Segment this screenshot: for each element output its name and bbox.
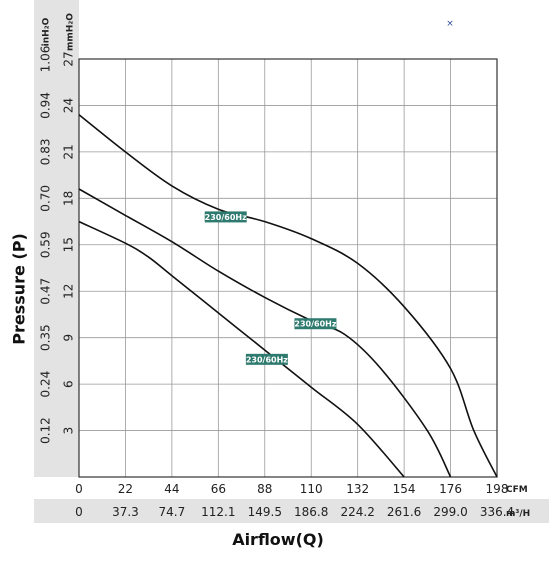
x-tick-label-cfm: 66 <box>211 482 226 496</box>
x-tick-label-m3h: 74.7 <box>159 505 186 519</box>
x-tick-label-cfm: 44 <box>164 482 179 496</box>
x-tick-label-m3h: 336.4 <box>480 505 514 519</box>
x-axis-title: Airflow(Q) <box>232 530 324 549</box>
series-line-2 <box>78 188 452 478</box>
y-tick-label-mmh2o: 21 <box>62 144 76 159</box>
y-tick-label-mmh2o: 15 <box>62 237 76 252</box>
y-unit-mmh2o: mmH₂O <box>66 13 76 51</box>
series-label-2: 230/60Hz <box>294 320 336 329</box>
series-label-1: 230/60Hz <box>205 213 247 222</box>
y-tick-label-inh2o: 1.06 <box>39 46 53 73</box>
x-tick-label-m3h: 37.3 <box>112 505 139 519</box>
x-tick-label-cfm: 88 <box>257 482 272 496</box>
x-tick-label-m3h: 224.2 <box>340 505 374 519</box>
y-axis-title: Pressure (P) <box>10 233 29 345</box>
x-tick-label-m3h: 0 <box>75 505 83 519</box>
x-tick-label-m3h: 261.6 <box>387 505 421 519</box>
y-tick-label-mmh2o: 6 <box>62 380 76 388</box>
x-tick-label-m3h: 186.8 <box>294 505 328 519</box>
y-unit-inh2o: inH₂O <box>42 17 52 46</box>
y-tick-label-mmh2o: 24 <box>62 98 76 113</box>
y-tick-label-inh2o: 0.59 <box>39 231 53 258</box>
x-tick-label-cfm: 110 <box>300 482 323 496</box>
x-tick-label-cfm: 176 <box>439 482 462 496</box>
y-tick-label-mmh2o: 9 <box>62 334 76 342</box>
y-tick-label-inh2o: 0.83 <box>39 139 53 166</box>
x-tick-label-m3h: 149.5 <box>248 505 282 519</box>
y-tick-label-inh2o: 0.24 <box>39 371 53 398</box>
y-tick-label-mmh2o: 3 <box>62 427 76 435</box>
plot-area <box>79 59 497 477</box>
plot-frame <box>78 58 498 478</box>
x-tick-label-m3h: 112.1 <box>201 505 235 519</box>
x-tick-label-cfm: 22 <box>118 482 133 496</box>
y-tick-label-inh2o: 0.94 <box>39 92 53 119</box>
series-label-box-1 <box>204 211 247 223</box>
m3h-axis-band <box>34 499 549 523</box>
x-unit-cfm: CFM <box>506 485 528 495</box>
x-tick-label-cfm: 132 <box>346 482 369 496</box>
y-tick-label-inh2o: 0.12 <box>39 417 53 444</box>
series-label-box-2 <box>294 318 337 330</box>
y-tick-label-inh2o: 0.47 <box>39 278 53 305</box>
y-tick-label-mmh2o: 18 <box>62 191 76 206</box>
x-tick-label-cfm: 198 <box>486 482 509 496</box>
y-tick-label-inh2o: 0.70 <box>39 185 53 212</box>
y-tick-label-inh2o: 0.35 <box>39 324 53 351</box>
y-tick-label-mmh2o: 12 <box>62 284 76 299</box>
series-label-box-3 <box>245 353 288 365</box>
series-line-3 <box>78 220 405 478</box>
x-tick-label-cfm: 0 <box>75 482 83 496</box>
x-unit-m3h: m³/H <box>506 509 530 519</box>
x-tick-label-m3h: 299.0 <box>433 505 467 519</box>
inh2o-axis-band <box>34 0 79 477</box>
y-tick-label-mmh2o: 27 <box>62 51 76 66</box>
x-tick-label-cfm: 154 <box>393 482 416 496</box>
cross-marker: × <box>446 19 454 29</box>
series-line-1 <box>78 114 498 478</box>
series-label-3: 230/60Hz <box>246 355 288 364</box>
